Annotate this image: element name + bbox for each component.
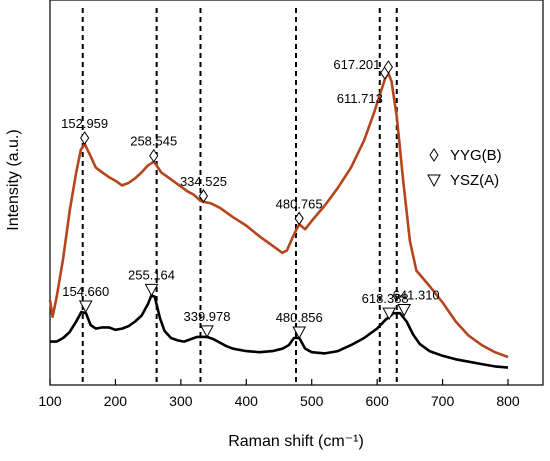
x-tick-label: 200: [104, 393, 128, 409]
series-layer: [48, 71, 509, 369]
peak-marker: [382, 307, 397, 321]
peak-label: 154.660: [62, 284, 109, 299]
peak-marker: [200, 325, 214, 338]
peak-annotations: 152.959 258.545 334.525 480.765 611.713 617.2…: [61, 57, 440, 340]
x-tick-label: 100: [38, 393, 62, 409]
series-line: [48, 71, 509, 359]
x-tick-label: 800: [496, 393, 520, 409]
peak-label: 611.713: [337, 91, 383, 106]
peak-label: 152.959: [61, 116, 108, 131]
peak-marker: [149, 148, 159, 163]
peak-label: 255.164: [128, 267, 175, 282]
legend-marker: [429, 148, 439, 162]
plot-frame: [49, 0, 544, 386]
legend: YYG(B) YSZ(A): [427, 147, 502, 189]
peak-marker: [383, 60, 393, 74]
peak-label: 617.201: [333, 57, 380, 72]
peak-label: 334.525: [180, 174, 227, 189]
y-axis-label: Intensity (a.u.): [5, 129, 22, 230]
peak-marker: [397, 304, 412, 317]
x-axis: 100 200 300 400 500 600 700 800: [38, 379, 520, 409]
peak-label: 258.545: [130, 134, 177, 149]
x-tick-label: 400: [235, 393, 259, 409]
x-axis-label: Raman shift (cm⁻¹): [228, 433, 364, 450]
peak-label: 641.310: [393, 288, 440, 303]
x-tick-label: 300: [169, 393, 193, 409]
peak-marker: [198, 189, 209, 203]
legend-marker: [427, 174, 441, 188]
x-tick-label: 600: [365, 393, 389, 409]
peak-marker: [80, 131, 90, 145]
x-tick-label: 700: [431, 393, 455, 409]
legend-label: YYG(B): [450, 147, 502, 164]
peak-label: 480.765: [276, 196, 323, 211]
peak-label: 480.856: [276, 310, 323, 325]
legend-label: YSZ(A): [450, 172, 499, 189]
x-tick-label: 500: [300, 393, 324, 409]
peak-label: 339.978: [184, 309, 231, 324]
peak-marker: [294, 211, 304, 226]
series-line: [50, 294, 509, 369]
peak-marker: [292, 326, 307, 340]
peak-marker: [78, 300, 93, 314]
peak-marker: [144, 283, 159, 297]
peak-label: 618.388: [362, 291, 409, 306]
